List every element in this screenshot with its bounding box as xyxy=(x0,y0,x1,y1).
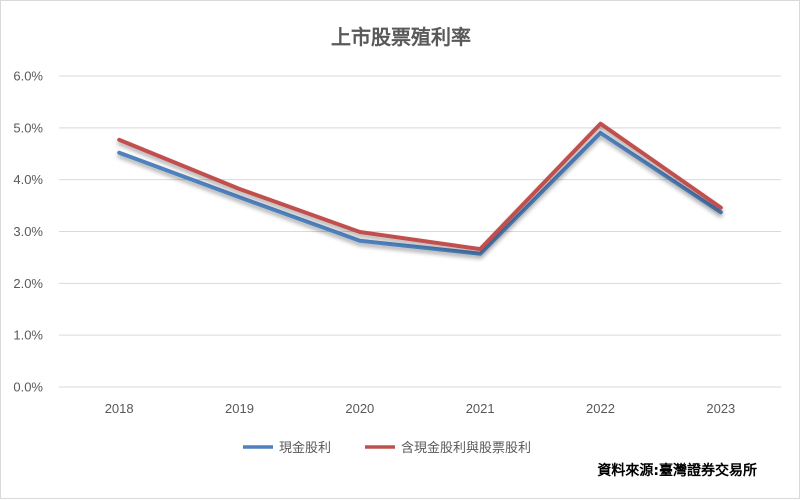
x-tick-label: 2018 xyxy=(105,401,134,416)
y-tick-label: 3.0% xyxy=(13,224,43,239)
y-tick-label: 5.0% xyxy=(13,120,43,135)
series-line-0 xyxy=(117,131,723,256)
y-tick-label: 0.0% xyxy=(13,380,43,395)
legend-label-cash: 現金股利 xyxy=(279,440,331,456)
x-tick-label: 2023 xyxy=(706,401,735,416)
x-tick-label: 2020 xyxy=(345,401,374,416)
series-lines xyxy=(117,121,723,256)
y-tick-label: 6.0% xyxy=(13,69,43,84)
y-tick-label: 4.0% xyxy=(13,172,43,187)
source-note: 資料來源:臺灣證券交易所 xyxy=(597,462,757,479)
legend: 現金股利 含現金股利與股票股利 xyxy=(243,440,531,456)
gridlines xyxy=(59,75,781,388)
x-tick-label: 2021 xyxy=(466,401,495,416)
x-axis: 2018 2019 2020 2021 2022 2023 xyxy=(105,401,736,416)
chart-title: 上市股票殖利率 xyxy=(331,25,471,49)
y-axis: 0.0% 1.0% 2.0% 3.0% 4.0% 5.0% 6.0% xyxy=(13,69,43,395)
series-line-1 xyxy=(117,121,723,252)
y-tick-label: 1.0% xyxy=(13,328,43,343)
y-tick-label: 2.0% xyxy=(13,276,43,291)
legend-label-cash-and-stock: 含現金股利與股票股利 xyxy=(401,440,531,456)
x-tick-label: 2019 xyxy=(225,401,254,416)
x-tick-label: 2022 xyxy=(586,401,615,416)
